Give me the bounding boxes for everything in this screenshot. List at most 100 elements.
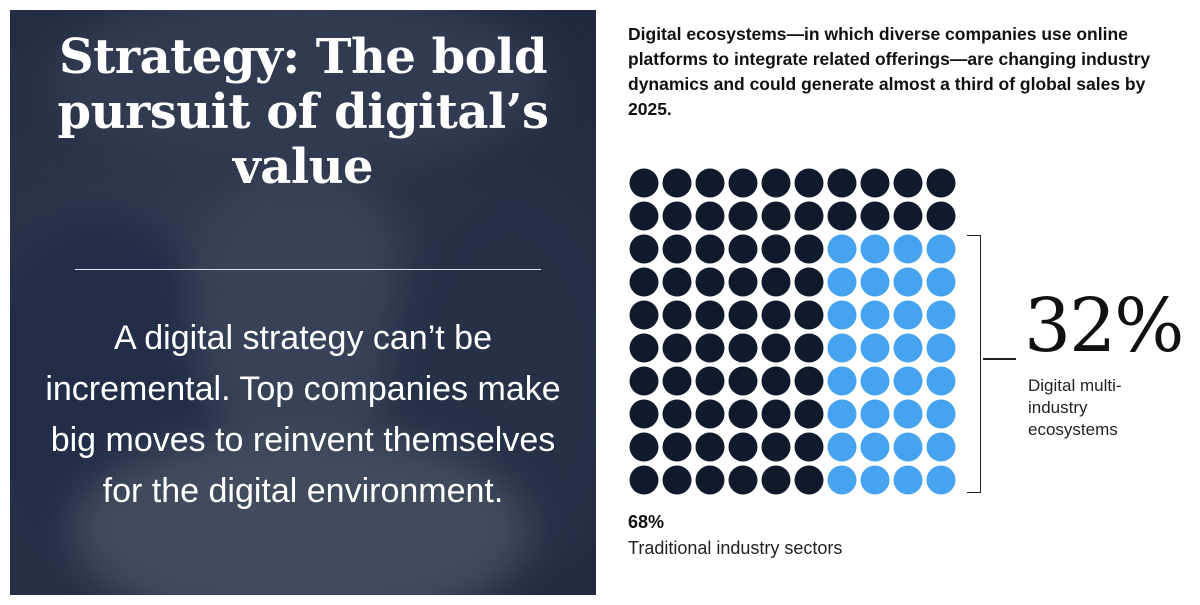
traditional-dot: [728, 267, 758, 297]
traditional-dot: [629, 333, 659, 363]
traditional-dot: [893, 201, 923, 231]
hero-divider: [75, 269, 541, 270]
hero-panel: Strategy: The bold pursuit of digital’s …: [10, 10, 596, 595]
traditional-dot: [629, 432, 659, 462]
traditional-dot: [728, 432, 758, 462]
ecosystem-dot: [893, 234, 923, 264]
traditional-dot: [761, 399, 791, 429]
traditional-dot: [695, 432, 725, 462]
traditional-dot: [662, 300, 692, 330]
traditional-dot: [794, 267, 824, 297]
traditional-dot: [761, 465, 791, 495]
ecosystem-dot: [893, 333, 923, 363]
traditional-dot: [695, 168, 725, 198]
traditional-dot: [728, 234, 758, 264]
traditional-dot: [629, 300, 659, 330]
ecosystem-dot: [827, 300, 857, 330]
traditional-dot: [728, 333, 758, 363]
traditional-dot: [827, 168, 857, 198]
ecosystem-dot: [827, 432, 857, 462]
traditional-dot: [761, 300, 791, 330]
traditional-dot: [662, 168, 692, 198]
traditional-dot: [794, 399, 824, 429]
traditional-dot: [794, 234, 824, 264]
ecosystem-dot: [860, 333, 890, 363]
traditional-dot: [728, 168, 758, 198]
traditional-dot: [761, 201, 791, 231]
photo-overlay: [10, 10, 596, 595]
ecosystem-dot: [860, 366, 890, 396]
hero-subtitle: A digital strategy can’t be incremental.…: [45, 319, 561, 510]
ecosystem-dot: [860, 267, 890, 297]
traditional-dot: [662, 399, 692, 429]
traditional-dot: [728, 366, 758, 396]
ecosystem-dot: [893, 366, 923, 396]
ecosystem-dot: [827, 267, 857, 297]
ecosystem-dot: [926, 300, 956, 330]
traditional-label: Traditional industry sectors: [628, 538, 843, 558]
ecosystem-dot: [827, 399, 857, 429]
traditional-dot: [662, 267, 692, 297]
traditional-percent: 68%: [628, 512, 665, 532]
ecosystem-dot: [893, 399, 923, 429]
traditional-dot: [629, 267, 659, 297]
traditional-dot: [794, 432, 824, 462]
traditional-dot: [893, 168, 923, 198]
ecosystem-percent: 32%: [1024, 283, 1184, 369]
traditional-dot: [695, 333, 725, 363]
traditional-dot: [794, 465, 824, 495]
ecosystem-dot: [926, 366, 956, 396]
ecosystem-dot: [827, 234, 857, 264]
traditional-dot: [695, 465, 725, 495]
ecosystem-dot: [827, 333, 857, 363]
ecosystem-dot: [860, 465, 890, 495]
hero-title: Strategy: The bold pursuit of digital’s …: [57, 29, 550, 195]
traditional-dot: [662, 201, 692, 231]
traditional-dot: [761, 267, 791, 297]
ecosystem-dot: [893, 300, 923, 330]
traditional-dot: [629, 399, 659, 429]
ecosystem-dot: [926, 234, 956, 264]
traditional-dot: [728, 465, 758, 495]
traditional-dot: [695, 234, 725, 264]
ecosystem-dot: [926, 465, 956, 495]
traditional-dot: [794, 366, 824, 396]
traditional-dot: [926, 201, 956, 231]
traditional-dot: [827, 201, 857, 231]
traditional-dot: [728, 300, 758, 330]
ecosystem-dot: [827, 465, 857, 495]
ecosystem-dot: [893, 465, 923, 495]
traditional-dot: [794, 201, 824, 231]
ecosystem-dot: [926, 333, 956, 363]
traditional-dot: [761, 432, 791, 462]
waffle-chart: [629, 168, 956, 495]
traditional-dot: [662, 432, 692, 462]
traditional-dot: [695, 366, 725, 396]
ecosystem-dot: [827, 366, 857, 396]
traditional-dot: [695, 267, 725, 297]
traditional-dot: [695, 399, 725, 429]
ecosystem-label: Digital multi-industry ecosystems: [1028, 376, 1122, 439]
traditional-dot: [662, 366, 692, 396]
traditional-dot: [794, 168, 824, 198]
traditional-dot: [629, 201, 659, 231]
traditional-dot: [695, 201, 725, 231]
ecosystem-dot: [860, 234, 890, 264]
traditional-dot: [761, 168, 791, 198]
traditional-dot: [761, 234, 791, 264]
traditional-dot: [695, 300, 725, 330]
ecosystem-dot: [926, 399, 956, 429]
ecosystem-dot: [893, 267, 923, 297]
traditional-dot: [662, 465, 692, 495]
ecosystem-dot: [893, 432, 923, 462]
traditional-dot: [794, 300, 824, 330]
ecosystem-dot: [926, 267, 956, 297]
traditional-dot: [662, 333, 692, 363]
bracket-connector: [983, 358, 1016, 360]
ecosystem-dot: [860, 432, 890, 462]
traditional-dot: [860, 201, 890, 231]
traditional-dot: [761, 366, 791, 396]
traditional-dot: [662, 234, 692, 264]
traditional-dot: [728, 201, 758, 231]
traditional-dot: [860, 168, 890, 198]
